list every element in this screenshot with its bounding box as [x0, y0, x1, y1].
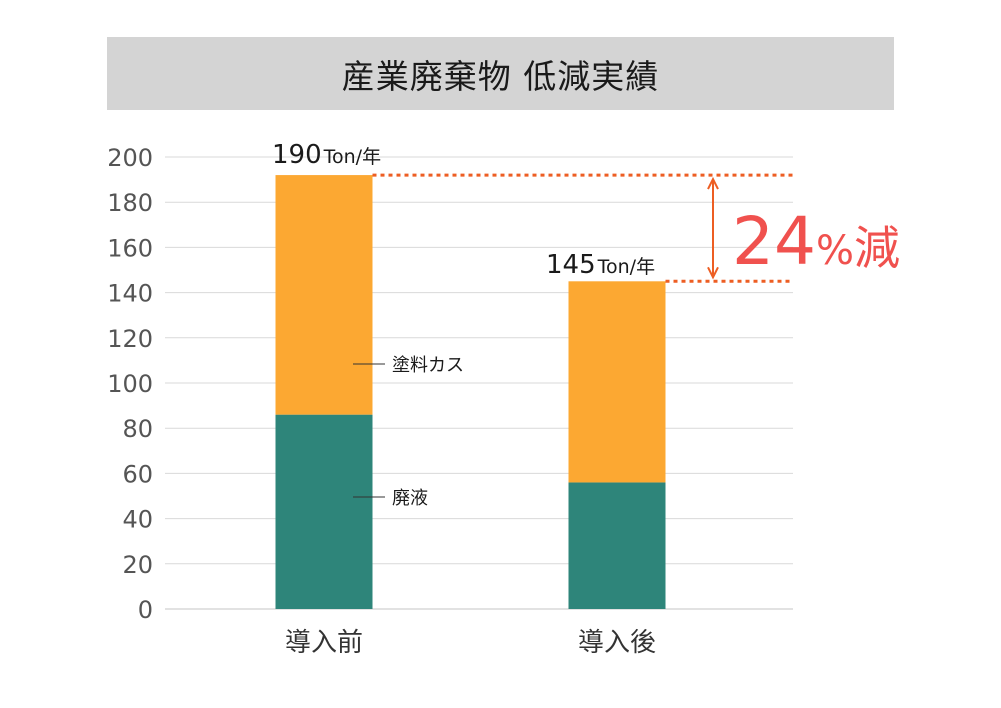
total-value: 145 — [546, 250, 596, 280]
x-category-label: 導入前 — [285, 628, 363, 658]
bar-total-label: 190 Ton/年 — [272, 140, 381, 170]
total-unit: Ton/年 — [323, 146, 381, 168]
y-tick-label: 160 — [107, 234, 153, 262]
reduction-percent: % — [816, 228, 854, 274]
arrow-head-up — [707, 176, 719, 190]
y-tick-label: 140 — [107, 280, 153, 308]
reduction-value: 24 — [732, 203, 816, 280]
y-tick-label: 200 — [107, 144, 153, 172]
series-label: 塗料カス — [392, 354, 464, 376]
y-tick-label: 80 — [122, 415, 153, 443]
y-tick-label: 120 — [107, 325, 153, 353]
reduction-annotation: 24%減 — [372, 173, 900, 283]
series-label: 廃液 — [392, 488, 428, 509]
y-tick-label: 20 — [122, 551, 153, 579]
y-tick-label: 180 — [107, 189, 153, 217]
bar-segment-paint-residue — [568, 281, 666, 483]
bars — [275, 175, 666, 609]
reduction-label: 24%減 — [732, 203, 900, 280]
bar-segment-waste-liquid — [275, 414, 373, 609]
y-tick-label: 100 — [107, 370, 153, 398]
chart-title: 産業廃棄物 低減実績 — [107, 37, 894, 110]
y-tick-label: 0 — [138, 596, 153, 624]
bar-segment-waste-liquid — [568, 482, 666, 609]
y-tick-label: 40 — [122, 506, 153, 534]
reduction-suffix: 減 — [854, 221, 900, 275]
total-value: 190 — [272, 140, 322, 170]
total-unit: Ton/年 — [597, 256, 655, 278]
labels: 0 20 40 60 80 100 120 140 160 180 200 導入前 導入後 廃液 塗料カス 1… — [107, 140, 656, 658]
arrow-head-down — [707, 266, 719, 280]
grid — [165, 156, 793, 610]
bar-segment-paint-residue — [275, 175, 373, 415]
x-category-label: 導入後 — [578, 628, 656, 658]
y-tick-label: 60 — [122, 460, 153, 488]
bar-total-label: 145 Ton/年 — [546, 250, 655, 280]
